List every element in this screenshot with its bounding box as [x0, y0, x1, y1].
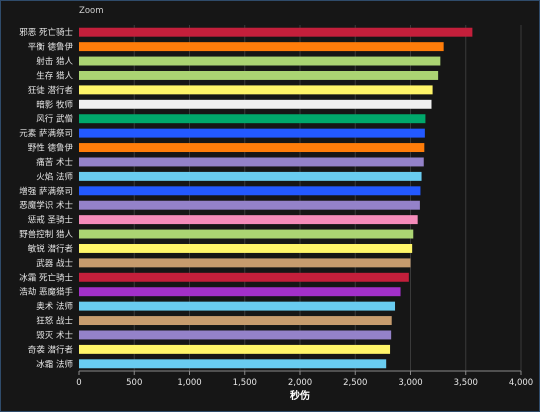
zoom-label[interactable]: Zoom: [79, 6, 104, 16]
x-axis-title: 秒伤: [290, 389, 310, 402]
category-label: 浩劫 恶魔猎手: [19, 287, 73, 298]
bar[interactable]: [79, 344, 391, 354]
category-label: 风行 武僧: [36, 114, 73, 125]
bar[interactable]: [79, 186, 421, 196]
category-label: 生存 猎人: [36, 70, 73, 81]
category-label: 暗影 牧师: [36, 99, 73, 110]
x-tick-label: 4,000: [509, 378, 533, 388]
bar[interactable]: [79, 330, 392, 340]
category-label: 增强 萨满祭司: [19, 186, 73, 197]
bar[interactable]: [79, 27, 473, 37]
category-label: 野性 德鲁伊: [28, 143, 74, 154]
category-label: 野兽控制 猎人: [19, 229, 73, 240]
x-tick-label: 0: [76, 378, 81, 388]
bar[interactable]: [79, 143, 425, 153]
x-axis-ticks: 0 500 1,000 1,500 2,000 2,500 3,000 3,500 4,000: [76, 371, 533, 388]
bar[interactable]: [79, 99, 432, 109]
category-label: 武器 战士: [36, 258, 73, 269]
bar[interactable]: [79, 128, 425, 138]
bar[interactable]: [79, 171, 422, 181]
bar[interactable]: [79, 287, 401, 297]
category-label: 平衡 德鲁伊: [28, 42, 74, 53]
category-label: 火焰 法师: [36, 171, 73, 182]
bar[interactable]: [79, 229, 414, 239]
bar[interactable]: [79, 301, 396, 311]
bar[interactable]: [79, 215, 418, 225]
category-label: 射击 猎人: [36, 56, 73, 67]
bar[interactable]: [79, 42, 444, 52]
category-label: 狂怒 战士: [36, 316, 73, 327]
category-label: 恶魔学识 术士: [19, 200, 73, 211]
category-label: 奇袭 潜行者: [28, 344, 74, 355]
x-tick-label: 3,500: [454, 378, 478, 388]
bar[interactable]: [79, 56, 441, 66]
bars: [79, 27, 473, 369]
x-tick-label: 2,000: [288, 378, 312, 388]
x-tick-label: 1,500: [233, 378, 257, 388]
bar[interactable]: [79, 200, 420, 210]
category-label: 狂徒 潜行者: [28, 85, 74, 96]
category-label: 奥术 法师: [36, 301, 73, 312]
category-label: 邪恶 死亡骑士: [19, 27, 73, 38]
category-label: 痛苦 术士: [36, 157, 73, 168]
category-label: 冰霜 死亡骑士: [19, 272, 73, 283]
category-label: 冰霜 法师: [36, 359, 73, 370]
bar[interactable]: [79, 85, 433, 95]
category-label: 元素 萨满祭司: [19, 128, 73, 139]
category-label: 敏锐 潜行者: [28, 243, 74, 254]
x-tick-label: 1,000: [177, 378, 201, 388]
bar[interactable]: [79, 70, 439, 80]
bar[interactable]: [79, 272, 409, 282]
x-tick-label: 500: [126, 378, 142, 388]
bar[interactable]: [79, 243, 413, 253]
bar[interactable]: [79, 258, 411, 268]
category-label: 惩戒 圣骑士: [28, 215, 74, 226]
grid-lines: [133, 25, 522, 371]
x-tick-label: 3,000: [398, 378, 422, 388]
x-tick-label: 2,500: [343, 378, 367, 388]
bar[interactable]: [79, 359, 387, 369]
bar[interactable]: [79, 157, 424, 167]
bar[interactable]: [79, 114, 426, 124]
bar[interactable]: [79, 316, 392, 326]
category-label: 毁灭 术士: [36, 330, 73, 341]
